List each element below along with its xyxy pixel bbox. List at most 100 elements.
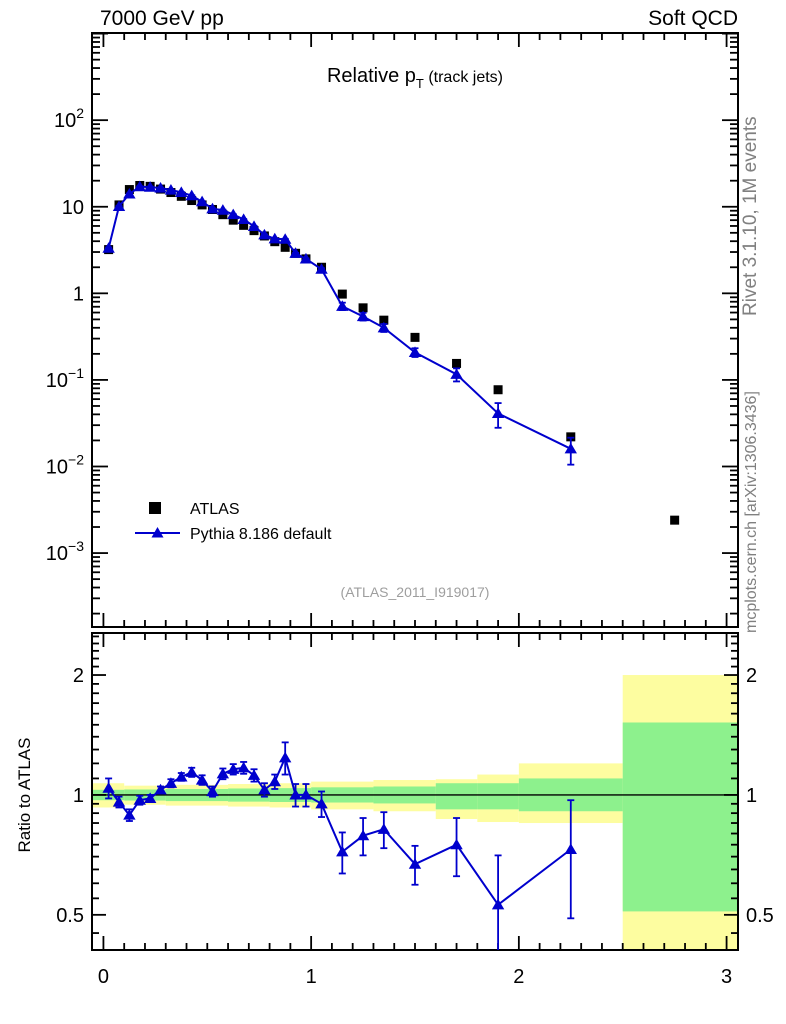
tick-label: 10−3 [46,538,84,565]
ratio-axis-title: Ratio to ATLAS [15,738,34,853]
data-point [102,782,115,793]
data-point [377,321,391,333]
data-point [408,858,422,869]
data-point [154,181,167,193]
data-point [175,186,188,197]
tick-label: 1 [746,785,757,807]
data-point [143,181,157,192]
data-point [315,263,328,274]
atlas-square-icon [149,502,161,514]
tick-label: 1 [306,966,317,988]
ratio-points [102,751,577,910]
legend-label-atlas: ATLAS [190,501,240,518]
tick-label: 2 [746,665,757,687]
data-point [227,208,240,220]
data-point [164,183,178,195]
data-point [187,196,197,206]
main-frame [91,32,739,628]
tick-label: 102 [54,105,84,132]
data-point [143,792,157,804]
rivet-version-label: Rivet 3.1.10, 1M events [740,116,761,316]
tick-label: 10 [62,197,84,219]
data-point [278,751,292,763]
data-point [227,763,240,774]
data-point [358,303,368,313]
analysis-watermark: (ATLAS_2011_I919017) [341,584,490,600]
tick-label: 3 [721,966,732,988]
data-point [670,515,680,525]
data-point [258,783,271,795]
data-point [228,215,238,225]
data-point [185,189,198,201]
data-point [216,204,230,215]
tick-label: 2 [513,966,524,988]
data-point [278,233,292,244]
data-point [408,346,422,357]
data-point [247,220,261,231]
tick-label: 1 [73,785,84,807]
ratio-panel-data [102,741,577,950]
data-point [377,823,391,834]
data-point [564,442,577,454]
tick-label: 0 [98,966,109,988]
data-point [493,385,503,395]
pythia-points [102,180,577,454]
process-group-label: Soft QCD [648,7,738,30]
axis-tick-labels: 0 1 2 3 102 10 1 10−1 10−2 10−3 0.5 0.5 1 1 2 2 [46,105,774,988]
data-point [185,766,198,777]
mcplots-reference-label: mcplots.cern.ch [arXiv:1306.3436] [743,391,760,633]
data-point [280,242,290,252]
pythia-line [107,185,572,450]
data-point [206,785,219,797]
data-point [336,845,349,857]
data-point [237,761,250,773]
axis-ticks [92,32,738,950]
main-panel-data [102,180,680,525]
data-point [315,797,328,809]
data-point [175,770,188,782]
data-point [337,289,347,299]
pythia-errorbars [105,185,575,466]
band-inner [435,783,478,810]
data-point [154,783,167,795]
data-point [195,195,209,207]
data-point [268,232,281,244]
tick-label: 1 [73,283,84,305]
beam-energy-label: 7000 GeV pp [100,7,224,30]
tick-label: 10−2 [46,451,84,478]
data-point [289,788,302,800]
data-point [112,795,126,807]
data-point [133,794,146,805]
data-point [195,774,209,785]
data-point [237,213,250,225]
data-point [268,775,281,787]
data-point [299,252,313,264]
data-point [336,300,349,311]
legend-markers [135,502,180,538]
data-point [239,220,249,230]
data-point [491,407,505,419]
data-point [356,829,370,841]
pythia-triangle-icon [151,527,164,538]
band-inner [622,722,738,912]
atlas-points [104,180,680,525]
tick-label: 0.5 [56,905,84,927]
data-point [258,228,271,240]
data-point [450,368,463,379]
data-point [123,187,136,199]
tick-label: 10−1 [46,365,84,392]
tick-label: 2 [73,665,84,687]
data-point [356,310,370,322]
data-point [299,788,313,800]
data-point [216,767,230,779]
tick-label: 0.5 [746,905,774,927]
data-point [452,358,462,368]
chart-layers: 0 1 2 3 102 10 1 10−1 10−2 10−3 0.5 0.5 1 1 2 2 [46,32,774,988]
data-point [112,200,126,212]
data-point [289,247,302,258]
data-point [206,202,219,214]
legend-label-pythia: Pythia 8.186 default [190,526,332,543]
data-point [247,769,261,780]
